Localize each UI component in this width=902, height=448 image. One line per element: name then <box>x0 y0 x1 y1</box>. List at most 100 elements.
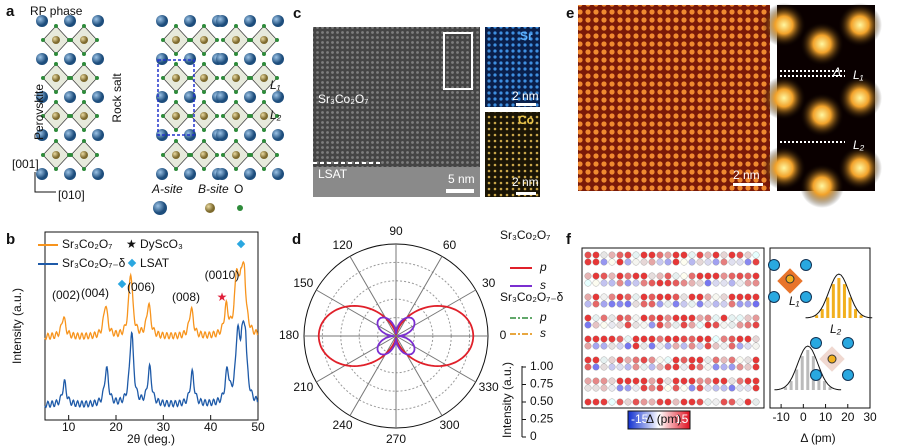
o-site <box>54 167 58 171</box>
axis-title: Δ (pm) <box>800 431 835 445</box>
o-site <box>275 153 279 157</box>
a-site <box>810 337 822 349</box>
displacement-dot <box>600 363 608 371</box>
colorbar-label: 15 <box>675 412 689 426</box>
a-site <box>184 53 196 65</box>
legend-label: p <box>539 310 547 324</box>
displacement-dot <box>672 356 680 364</box>
displacement-dot <box>656 258 664 266</box>
displacement-dot <box>640 293 648 301</box>
o-site <box>82 128 86 132</box>
o-site <box>275 114 279 118</box>
displacement-dot <box>632 356 640 364</box>
a-site <box>272 168 284 180</box>
b-site <box>827 354 837 364</box>
a-site <box>184 168 196 180</box>
o-site <box>221 38 225 42</box>
legend-label: Sr₃Co₂O₇₋δ <box>62 256 126 270</box>
a-site <box>36 91 48 103</box>
o-site <box>275 76 279 80</box>
atom-column <box>762 76 806 120</box>
angle-label: 60 <box>443 238 457 252</box>
displacement-dot <box>624 398 632 406</box>
displacement-dot <box>720 314 728 322</box>
displacement-dot <box>664 356 672 364</box>
legend-label: p <box>539 260 547 274</box>
displacement-dot <box>728 314 736 322</box>
displacement-dot <box>704 293 712 301</box>
x-tick-label: 30 <box>157 420 171 434</box>
label: L₁ <box>270 78 281 92</box>
displacement-dot <box>696 258 704 266</box>
displacement-dot <box>680 251 688 259</box>
legend-label: s <box>540 278 546 292</box>
b-site <box>232 36 240 44</box>
o-site <box>189 114 193 118</box>
displacement-dot <box>688 279 696 287</box>
displacement-dot <box>720 279 728 287</box>
a-site <box>156 15 168 27</box>
o-site <box>202 24 206 28</box>
o-site <box>221 153 225 157</box>
a-site <box>272 129 284 141</box>
displacement-dot <box>736 314 744 322</box>
displacement-dot <box>704 258 712 266</box>
displacement-dot <box>680 356 688 364</box>
displacement-dot <box>704 384 712 392</box>
scale-label: 5 nm <box>448 172 475 186</box>
displacement-dot <box>584 293 592 301</box>
x-tick-label: 20 <box>109 420 123 434</box>
displacement-dot <box>640 342 648 350</box>
b-site <box>80 74 88 82</box>
displacement-dot <box>600 342 608 350</box>
label: L₂ <box>270 108 282 122</box>
displacement-dot <box>600 272 608 280</box>
b-site <box>172 36 180 44</box>
displacement-dot <box>672 272 680 280</box>
displacement-dot <box>640 251 648 259</box>
displacement-dot <box>744 363 752 371</box>
o-site <box>215 114 219 118</box>
o-site <box>262 24 266 28</box>
roi-box <box>443 32 473 90</box>
displacement-dot <box>632 321 640 329</box>
displacement-dot <box>632 300 640 308</box>
displacement-dot <box>616 321 624 329</box>
a-site <box>216 91 228 103</box>
displacement-dot <box>632 384 640 392</box>
o-site <box>69 38 73 42</box>
displacement-dot <box>688 251 696 259</box>
hist-bar <box>837 278 841 318</box>
hist-bar <box>842 284 846 318</box>
displacement-dot <box>592 314 600 322</box>
displacement-dot <box>584 342 592 350</box>
legend-title: Sr₃Co₂O₇₋δ <box>500 290 564 304</box>
axis-label: [001] <box>12 157 39 171</box>
hist-bar <box>820 309 824 318</box>
o-site <box>262 139 266 143</box>
b-site <box>260 112 268 120</box>
colorbar-title: Δ (pm) <box>646 412 681 426</box>
b-site <box>785 274 795 284</box>
map-frame <box>581 247 765 409</box>
displacement-dot <box>704 377 712 385</box>
displacement-map <box>584 251 760 406</box>
displacement-dot <box>752 398 760 406</box>
displacement-dot <box>640 300 648 308</box>
displacement-dot <box>680 335 688 343</box>
atom-column <box>762 146 806 190</box>
o-site <box>202 100 206 104</box>
displacement-dot <box>712 272 720 280</box>
displacement-dot <box>688 300 696 308</box>
legend-symbol <box>237 205 243 211</box>
angle-label: 150 <box>293 276 313 290</box>
displacement-dot <box>624 279 632 287</box>
displacement-dot <box>608 279 616 287</box>
o-site <box>174 128 178 132</box>
label: L₂ <box>853 138 865 152</box>
gauss-fit <box>774 345 842 391</box>
label: Sr <box>520 29 533 43</box>
displacement-dot <box>744 377 752 385</box>
hist-bar <box>859 315 863 318</box>
o-site <box>95 153 99 157</box>
